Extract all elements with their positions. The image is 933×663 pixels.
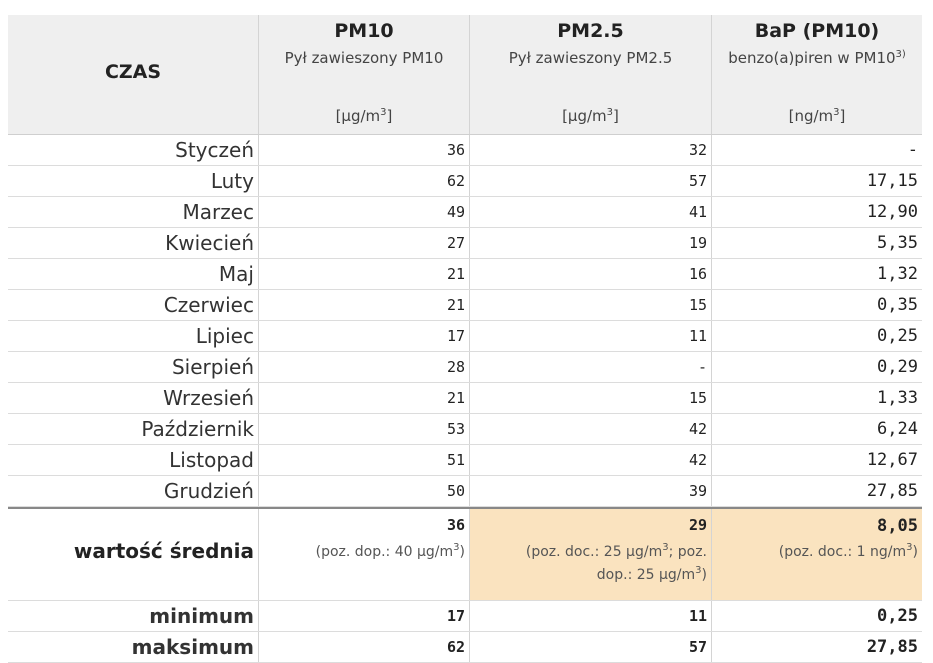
maximum-pm25-value: 57 [469, 632, 711, 662]
minimum-pm10-value: 17 [258, 601, 469, 631]
pm10-value: 17 [258, 321, 469, 351]
pm25-value: 11 [469, 321, 711, 351]
bap-value: - [711, 135, 922, 165]
pm10-value: 36 [258, 135, 469, 165]
pm10-title: PM10 [334, 20, 394, 42]
month-label: Styczeń [175, 138, 254, 162]
month-label: Kwiecień [165, 231, 254, 255]
month-label: Listopad [169, 448, 254, 472]
pm25-value: 15 [469, 383, 711, 413]
header-pm25-cell: PM2.5 Pył zawieszony PM2.5 [µg/m3] [469, 15, 711, 134]
month-label: Czerwiec [163, 293, 254, 317]
pm25-value: 19 [469, 228, 711, 258]
bap-value: 6,24 [711, 414, 922, 444]
maximum-pm10-value: 62 [258, 632, 469, 662]
average-label-cell: wartość średnia [8, 509, 258, 600]
pm10-unit: [µg/m3] [335, 107, 393, 125]
average-bap-cell: 8,05 (poz. doc.: 1 ng/m3) [711, 509, 922, 600]
average-pm10-cell: 36 (poz. dop.: 40 µg/m3) [258, 509, 469, 600]
month-label: Luty [210, 169, 254, 193]
average-row: wartość średnia 36 (poz. dop.: 40 µg/m3)… [8, 509, 922, 601]
header-bap-cell: BaP (PM10) benzo(a)piren w PM103) [ng/m3… [711, 15, 922, 134]
minimum-row: minimum 17 11 0,25 [8, 601, 922, 632]
pm25-unit: [µg/m3] [562, 107, 619, 125]
table-row: Styczeń 36 32- [8, 135, 922, 166]
table-row: Wrzesień 21 15 1,33 [8, 383, 922, 414]
month-label: Lipiec [195, 324, 254, 348]
pm25-value: 32 [469, 135, 711, 165]
minimum-bap-value: 0,25 [711, 601, 922, 631]
bap-value: 12,90 [711, 197, 922, 227]
month-label: Październik [141, 417, 254, 441]
pm25-value: 41 [469, 197, 711, 227]
month-label: Sierpień [171, 355, 254, 379]
table-row: Listopad 51 42 12,67 [8, 445, 922, 476]
header-time-cell: CZAS [8, 15, 258, 134]
header-pm10-cell: PM10 Pył zawieszony PM10 [µg/m3] [258, 15, 469, 134]
average-pm10-limit-note: (poz. dop.: 40 µg/m3) [315, 542, 465, 561]
average-pm10-value: 36 [446, 516, 465, 534]
bap-value: 12,67 [711, 445, 922, 475]
pm10-value: 49 [258, 197, 469, 227]
pm10-value: 53 [258, 414, 469, 444]
bap-value: 5,35 [711, 228, 922, 258]
maximum-label: maksimum [131, 635, 254, 659]
pm25-value: 16 [469, 259, 711, 289]
pm25-value: 39 [469, 476, 711, 506]
month-label: Wrzesień [163, 386, 254, 410]
table-row: Grudzień 50 39 27,85 [8, 476, 922, 507]
bap-description: benzo(a)piren w PM103) [728, 49, 906, 67]
table-row: Czerwiec 21 15 0,35 [8, 290, 922, 321]
month-label: Marzec [182, 200, 254, 224]
pm25-value: 42 [469, 445, 711, 475]
pm25-value: 15 [469, 290, 711, 320]
average-pm25-limit-note: (poz. doc.: 25 µg/m3; poz. dop.: 25 µg/m… [525, 542, 707, 584]
bap-value: 0,29 [711, 352, 922, 382]
table-row: Kwiecień 27 19 5,35 [8, 228, 922, 259]
time-column-label: CZAS [104, 61, 162, 83]
average-label: wartość średnia [73, 539, 254, 563]
average-bap-value: 8,05 [877, 516, 918, 536]
bap-value: 0,35 [711, 290, 922, 320]
table-header: CZAS PM10 Pył zawieszony PM10 [µg/m3] PM… [8, 15, 922, 135]
pm10-value: 62 [258, 166, 469, 196]
month-label: Grudzień [163, 479, 254, 503]
pm10-value: 27 [258, 228, 469, 258]
bap-unit: [ng/m3] [788, 107, 846, 125]
pm10-value: 28 [258, 352, 469, 382]
bap-value: 0,25 [711, 321, 922, 351]
pm10-description: Pył zawieszony PM10 [284, 49, 444, 67]
bap-title: BaP (PM10) [754, 20, 880, 42]
maximum-row: maksimum 62 57 27,85 [8, 632, 922, 663]
pm25-description: Pył zawieszony PM2.5 [508, 49, 673, 67]
pm25-value: 42 [469, 414, 711, 444]
minimum-label: minimum [149, 604, 254, 628]
maximum-bap-value: 27,85 [711, 632, 922, 662]
bap-value: 1,33 [711, 383, 922, 413]
pm10-value: 21 [258, 290, 469, 320]
table-row: Październik 53 42 6,24 [8, 414, 922, 445]
table-row: Marzec 49 41 12,90 [8, 197, 922, 228]
average-pm25-cell: 29 (poz. doc.: 25 µg/m3; poz. dop.: 25 µ… [469, 509, 711, 600]
pm10-value: 51 [258, 445, 469, 475]
average-bap-limit-note: (poz. doc.: 1 ng/m3) [778, 542, 918, 561]
bap-value: 17,15 [711, 166, 922, 196]
pm10-value: 21 [258, 383, 469, 413]
table-row: Maj 21 16 1,32 [8, 259, 922, 290]
pm25-value: 57 [469, 166, 711, 196]
minimum-pm25-value: 11 [469, 601, 711, 631]
summary-divider [8, 507, 922, 509]
pm10-value: 21 [258, 259, 469, 289]
month-label: Maj [218, 262, 254, 286]
table-row: Sierpień 28-0,29 [8, 352, 922, 383]
bap-value: 1,32 [711, 259, 922, 289]
average-pm25-value: 29 [688, 516, 707, 534]
table-row: Lipiec 17 11 0,25 [8, 321, 922, 352]
pm25-value: - [469, 352, 711, 382]
bap-value: 27,85 [711, 476, 922, 506]
pm10-value: 50 [258, 476, 469, 506]
pm25-title: PM2.5 [557, 20, 624, 42]
air-quality-table: CZAS PM10 Pył zawieszony PM10 [µg/m3] PM… [8, 15, 922, 663]
table-row: Luty 62 57 17,15 [8, 166, 922, 197]
